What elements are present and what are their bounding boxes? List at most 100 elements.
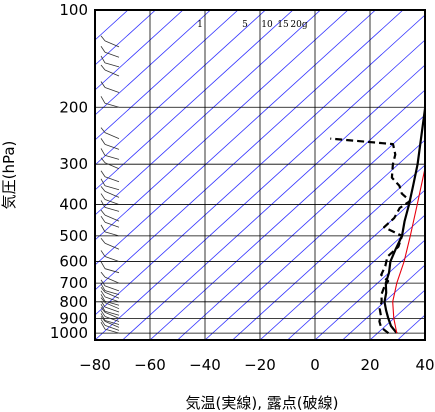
wind-barb-staff — [104, 155, 120, 160]
isotherm-line — [95, 10, 404, 291]
wind-barb — [100, 55, 120, 68]
wind-barb-feather — [100, 250, 106, 257]
wind-barb — [100, 148, 120, 160]
wind-barb — [100, 319, 120, 331]
y-tick-label: 400 — [59, 196, 88, 214]
wind-barb-staff — [104, 132, 120, 139]
wind-barb — [100, 290, 120, 303]
wind-barb — [100, 287, 120, 299]
wind-barb-feather — [100, 307, 106, 313]
wind-barb — [100, 81, 120, 93]
y-tick-label: 700 — [59, 274, 88, 292]
temperature-line — [383, 103, 425, 334]
wind-barb-staff — [104, 144, 120, 150]
isotherm-line — [287, 214, 425, 340]
wind-barb-staff — [104, 69, 120, 77]
isotherm-line — [424, 339, 425, 340]
wind-barb-staff — [104, 51, 120, 58]
x-tick-label: 0 — [310, 356, 320, 374]
wind-barb-feather — [100, 35, 106, 42]
isotherm-line — [259, 189, 425, 340]
wind-barb-staff — [104, 321, 120, 328]
isotherm-line — [204, 139, 425, 340]
wind-barb-feather — [100, 319, 106, 326]
x-tick-label: −40 — [189, 356, 221, 374]
wind-barb-staff — [104, 190, 120, 198]
wind-barb — [100, 283, 120, 296]
mixing-ratio-label: 15 — [277, 20, 289, 30]
y-tick-label: 500 — [59, 227, 88, 245]
wind-barb — [100, 157, 120, 170]
isotherm-line — [95, 10, 266, 166]
isotherm-line — [95, 10, 294, 191]
wind-barb-staff — [104, 285, 120, 292]
wind-barb — [100, 316, 120, 328]
wind-barb-staff — [104, 316, 120, 322]
wind-barb-feather — [100, 178, 106, 186]
wind-barb — [100, 279, 120, 292]
wind-barb-staff — [104, 242, 120, 250]
wind-barb-feather — [100, 300, 106, 308]
mixing-ratio-label: 10 — [261, 20, 273, 30]
wind-barb-feather — [100, 81, 106, 88]
isotherm-line — [232, 164, 425, 340]
wind-barb — [100, 178, 120, 191]
y-tick-label: 600 — [59, 252, 88, 270]
wind-barb-feather — [100, 224, 106, 233]
wind-barb-staff — [104, 87, 120, 93]
wind-barb-staff — [104, 162, 120, 170]
wind-barb-feather — [100, 127, 106, 133]
wind-barb-feather — [100, 297, 106, 303]
mixing-ratio-label: 20g — [290, 20, 307, 30]
wind-barb-staff — [104, 62, 120, 68]
wind-barb-staff — [104, 291, 120, 299]
wind-barb-feather — [100, 55, 106, 64]
wind-barb-feather — [100, 193, 106, 200]
wind-barb-staff — [104, 296, 120, 303]
y-axis-title: 気圧(hPa) — [0, 141, 18, 210]
wind-barb — [100, 304, 120, 316]
wind-barb-feather — [100, 316, 106, 322]
y-tick-label: 800 — [59, 293, 88, 311]
y-tick-label: 900 — [59, 309, 88, 327]
isotherm-line — [342, 264, 425, 340]
wind-barb — [100, 250, 120, 262]
wind-barb — [100, 186, 120, 198]
wind-barb-staff — [104, 302, 120, 310]
wind-barb-feather — [100, 313, 106, 321]
x-tick-label: −80 — [79, 356, 111, 374]
wind-barb — [100, 35, 120, 48]
isotherm-line — [314, 239, 425, 340]
wind-barb-feather — [100, 64, 106, 71]
wind-barb-feather — [100, 96, 106, 104]
wind-barb — [100, 224, 120, 237]
wind-barb-staff — [104, 207, 120, 212]
wind-barb-staff — [104, 311, 120, 319]
wind-barb — [100, 209, 120, 222]
wind-barb — [100, 138, 120, 150]
wind-barb — [100, 96, 120, 108]
wind-barb-feather — [100, 238, 106, 244]
wind-barb-staff — [104, 324, 120, 331]
wind-barb — [100, 238, 120, 250]
parcel-line — [392, 165, 425, 334]
isotherm-line — [95, 10, 239, 141]
wind-barb-feather — [100, 271, 106, 278]
wind-barb-feather — [100, 200, 106, 208]
x-tick-label: −20 — [244, 356, 276, 374]
wind-barb — [100, 170, 120, 183]
y-tick-label: 1000 — [50, 324, 88, 342]
isotherm-line — [95, 14, 425, 316]
wind-barb-staff — [104, 276, 120, 284]
wind-barb-staff — [104, 328, 120, 334]
wind-barb-feather — [100, 138, 106, 145]
isotherm-line — [149, 89, 425, 340]
wind-barb-staff — [104, 310, 120, 316]
wind-barb-feather — [100, 283, 106, 291]
wind-barb-feather — [100, 186, 106, 192]
wind-barb-feather — [100, 294, 106, 302]
mixing-ratio-labels: 1 5 10 15 20g — [197, 20, 308, 30]
x-axis-title: 気温(実線), 露点(破線) — [186, 394, 339, 412]
isotherm-line — [95, 39, 425, 340]
